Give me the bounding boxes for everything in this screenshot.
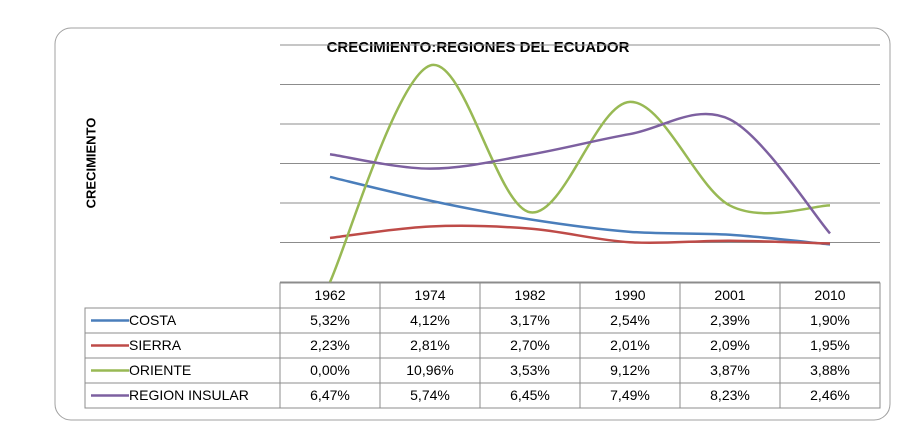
chart-title: CRECIMIENTO:REGIONES DEL ECUADOR: [327, 39, 630, 56]
series-line: [329, 175, 831, 246]
y-axis-label: CRECIMIENTO: [83, 118, 98, 209]
x-tick-label: 1990: [614, 287, 645, 303]
data-label: 2,46%: [810, 387, 850, 403]
legend-label: SIERRA: [129, 337, 182, 353]
data-label: 6,45%: [510, 387, 550, 403]
legend-label: REGION INSULAR: [129, 387, 249, 403]
data-label: 3,17%: [510, 312, 550, 328]
data-label: 7,49%: [610, 387, 650, 403]
data-label: 6,47%: [310, 387, 350, 403]
legend-label: ORIENTE: [129, 362, 191, 378]
data-label: 2,81%: [410, 337, 450, 353]
series-line: [329, 112, 831, 235]
data-label: 2,09%: [710, 337, 750, 353]
data-label: 4,12%: [410, 312, 450, 328]
x-tick-label: 2001: [714, 287, 745, 303]
x-tick-label: 2010: [814, 287, 845, 303]
data-label: 3,53%: [510, 362, 550, 378]
x-tick-label: 1974: [414, 287, 445, 303]
series-line: [329, 224, 831, 245]
data-label: 2,54%: [610, 312, 650, 328]
data-label: 3,88%: [810, 362, 850, 378]
data-label: 8,23%: [710, 387, 750, 403]
legend-label: COSTA: [129, 312, 177, 328]
data-label: 10,96%: [406, 362, 453, 378]
data-label: 5,74%: [410, 387, 450, 403]
data-label: 2,01%: [610, 337, 650, 353]
data-label: 1,95%: [810, 337, 850, 353]
x-tick-label: 1982: [514, 287, 545, 303]
data-label: 1,90%: [810, 312, 850, 328]
data-label: 9,12%: [610, 362, 650, 378]
data-label: 5,32%: [310, 312, 350, 328]
data-label: 0,00%: [310, 362, 350, 378]
data-label: 2,39%: [710, 312, 750, 328]
data-label: 2,70%: [510, 337, 550, 353]
data-label: 2,23%: [310, 337, 350, 353]
x-tick-label: 1962: [314, 287, 345, 303]
series-line: [328, 63, 831, 283]
table-cell: [779, 382, 881, 409]
data-label: 3,87%: [710, 362, 750, 378]
chart-border: [54, 27, 891, 421]
